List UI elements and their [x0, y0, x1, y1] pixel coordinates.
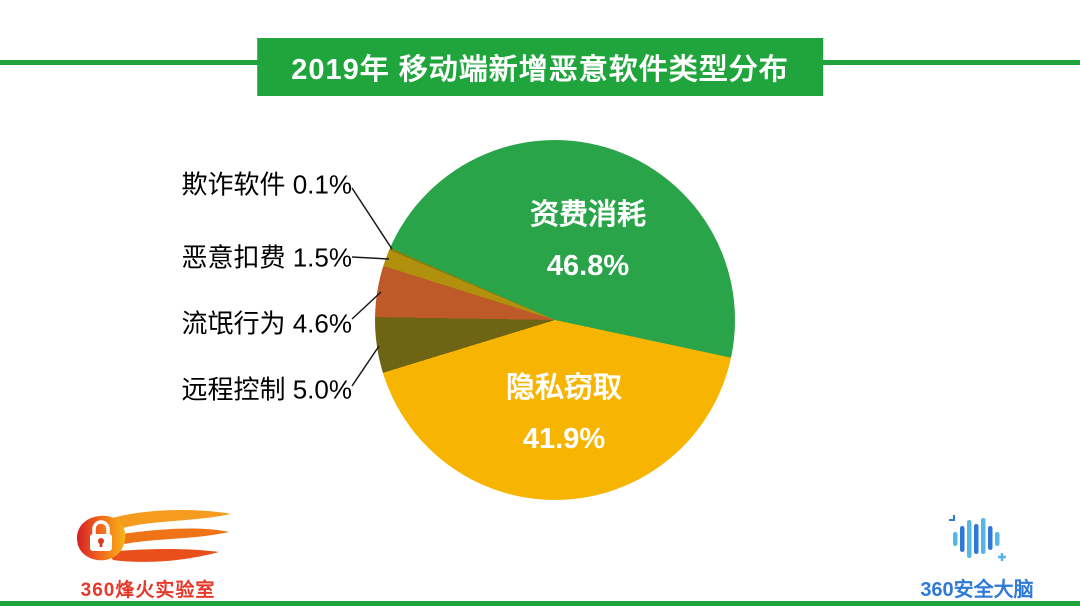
security-brain-logo: 360安全大脑 [898, 514, 1056, 602]
pie-inside-label-0: 资费消耗 46.8% [529, 199, 647, 282]
pie-inside-label-1: 隐私窃取 41.9% [505, 372, 623, 455]
bottom-divider-line [0, 601, 1080, 606]
fenghuo-lab-label: 360烽火实验室 [80, 580, 216, 601]
security-brain-icon [949, 515, 1006, 561]
pie-chart [375, 140, 735, 500]
callout-label-1: 恶意扣费 1.5% [181, 242, 353, 273]
callout-label-0: 欺诈软件 0.1% [181, 169, 353, 200]
chart-title: 2019年 移动端新增恶意软件类型分布 [291, 54, 789, 86]
security-brain-label: 360安全大脑 [920, 579, 1034, 601]
leader-line [351, 345, 380, 387]
callout-label-2: 流氓行为 4.6% [181, 308, 353, 339]
fenghuo-lab-logo: 360烽火实验室 [56, 506, 240, 602]
leader-line [351, 187, 393, 250]
leader-line [351, 256, 390, 260]
callout-label-3: 远程控制 5.0% [181, 374, 353, 405]
chart-title-banner: 2019年 移动端新增恶意软件类型分布 [257, 38, 823, 96]
flame-lock-icon [77, 510, 231, 562]
